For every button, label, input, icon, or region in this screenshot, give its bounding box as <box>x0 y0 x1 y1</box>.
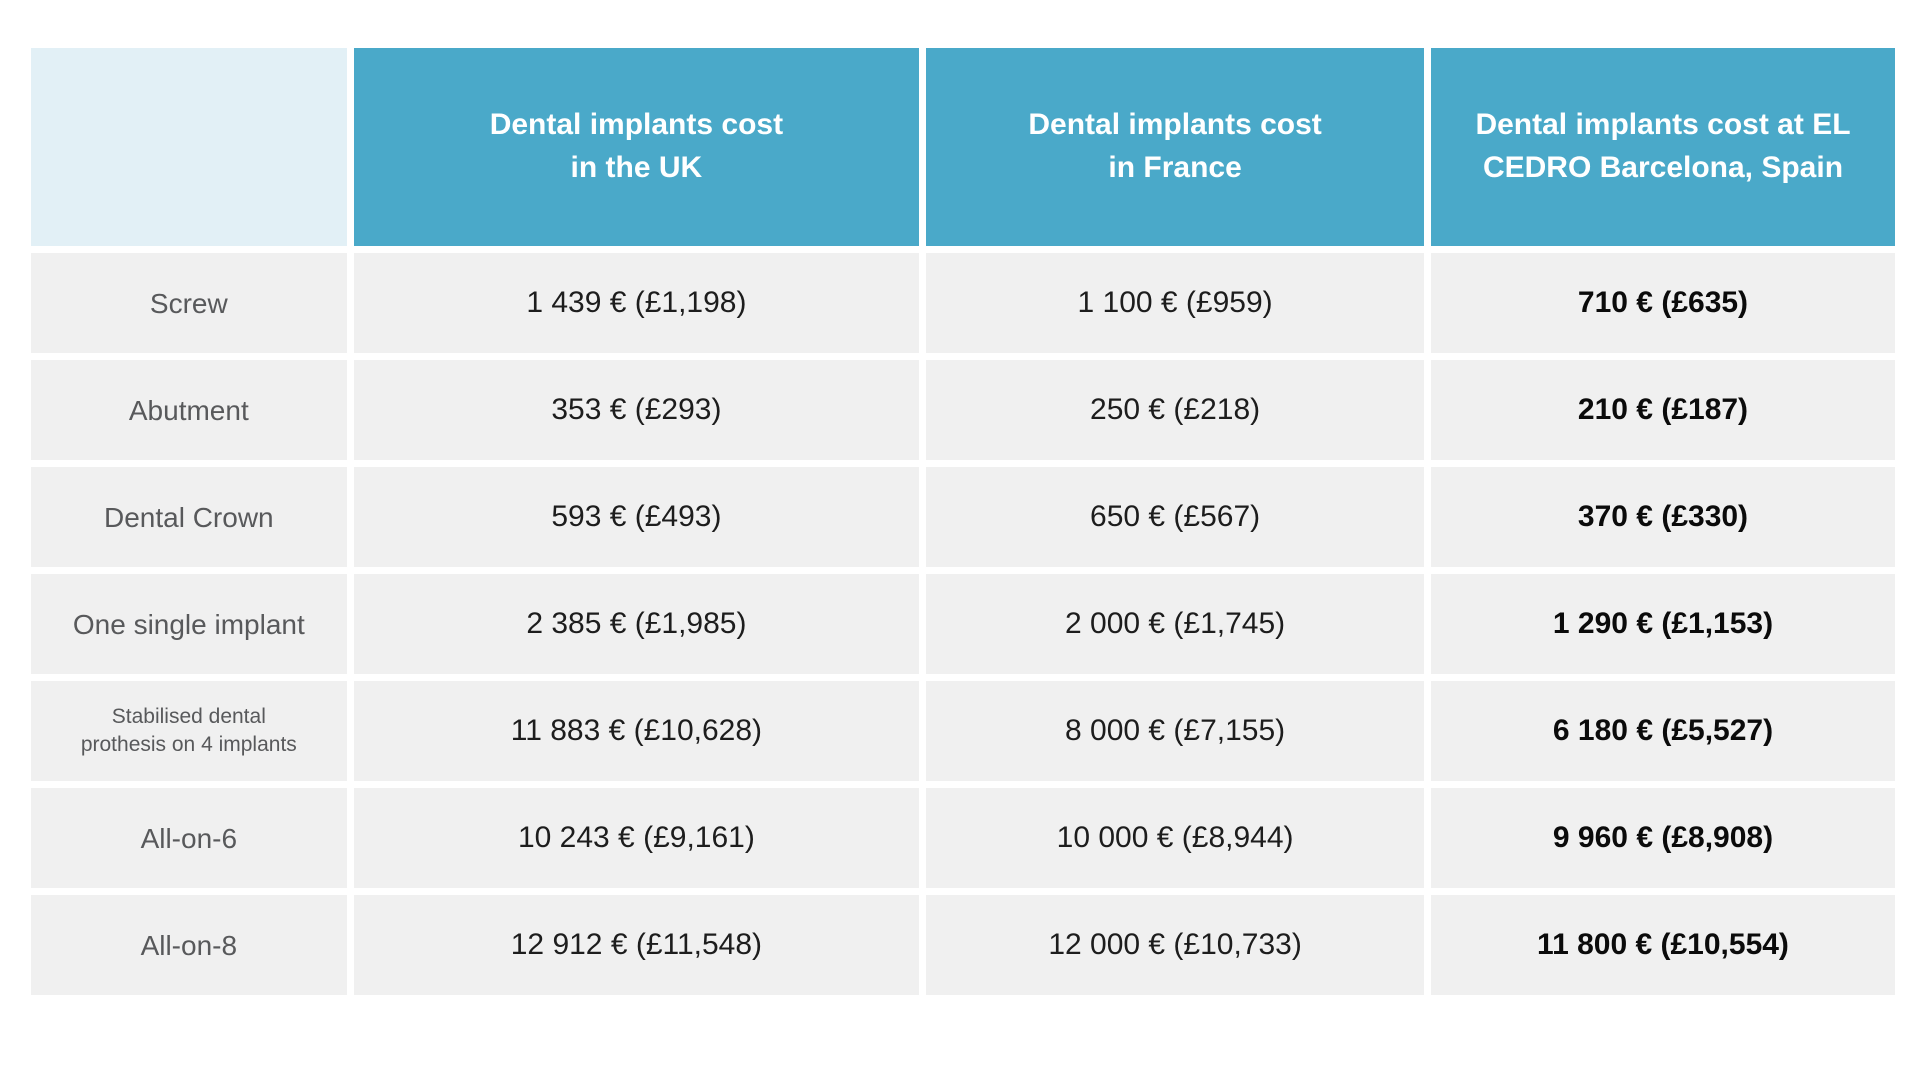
row-label-screw: Screw <box>31 253 347 353</box>
column-header-france: Dental implants cost in France <box>926 48 1424 246</box>
uk-price-screw: 1 439 € (£1,198) <box>353 253 920 353</box>
france-price-screw: 1 100 € (£959) <box>926 253 1424 353</box>
corner-cell <box>31 48 347 246</box>
france-price-one-single-implant: 2 000 € (£1,745) <box>926 574 1424 674</box>
row-label-all-on-8: All-on-8 <box>31 895 347 995</box>
france-price-stabilised-prothesis: 8 000 € (£7,155) <box>926 681 1424 781</box>
uk-price-dental-crown: 593 € (£493) <box>353 467 920 567</box>
spain-price-dental-crown: 370 € (£330) <box>1431 467 1895 567</box>
spain-price-all-on-6: 9 960 € (£8,908) <box>1431 788 1895 888</box>
france-price-all-on-8: 12 000 € (£10,733) <box>926 895 1424 995</box>
spain-price-all-on-8: 11 800 € (£10,554) <box>1431 895 1895 995</box>
uk-price-one-single-implant: 2 385 € (£1,985) <box>353 574 920 674</box>
row-label-all-on-6: All-on-6 <box>31 788 347 888</box>
uk-price-abutment: 353 € (£293) <box>353 360 920 460</box>
row-label-one-single-implant: One single implant <box>31 574 347 674</box>
france-price-dental-crown: 650 € (£567) <box>926 467 1424 567</box>
dental-implants-cost-table: Dental implants cost in the UK Dental im… <box>31 48 1895 995</box>
uk-price-all-on-8: 12 912 € (£11,548) <box>353 895 920 995</box>
france-price-all-on-6: 10 000 € (£8,944) <box>926 788 1424 888</box>
spain-price-one-single-implant: 1 290 € (£1,153) <box>1431 574 1895 674</box>
spain-price-abutment: 210 € (£187) <box>1431 360 1895 460</box>
uk-price-all-on-6: 10 243 € (£9,161) <box>353 788 920 888</box>
spain-price-screw: 710 € (£635) <box>1431 253 1895 353</box>
column-header-uk: Dental implants cost in the UK <box>353 48 920 246</box>
uk-price-stabilised-prothesis: 11 883 € (£10,628) <box>353 681 920 781</box>
france-price-abutment: 250 € (£218) <box>926 360 1424 460</box>
spain-price-stabilised-prothesis: 6 180 € (£5,527) <box>1431 681 1895 781</box>
row-label-dental-crown: Dental Crown <box>31 467 347 567</box>
row-label-abutment: Abutment <box>31 360 347 460</box>
row-label-stabilised-prothesis: Stabilised dental prothesis on 4 implant… <box>31 681 347 781</box>
column-header-spain: Dental implants cost at EL CEDRO Barcelo… <box>1431 48 1895 246</box>
